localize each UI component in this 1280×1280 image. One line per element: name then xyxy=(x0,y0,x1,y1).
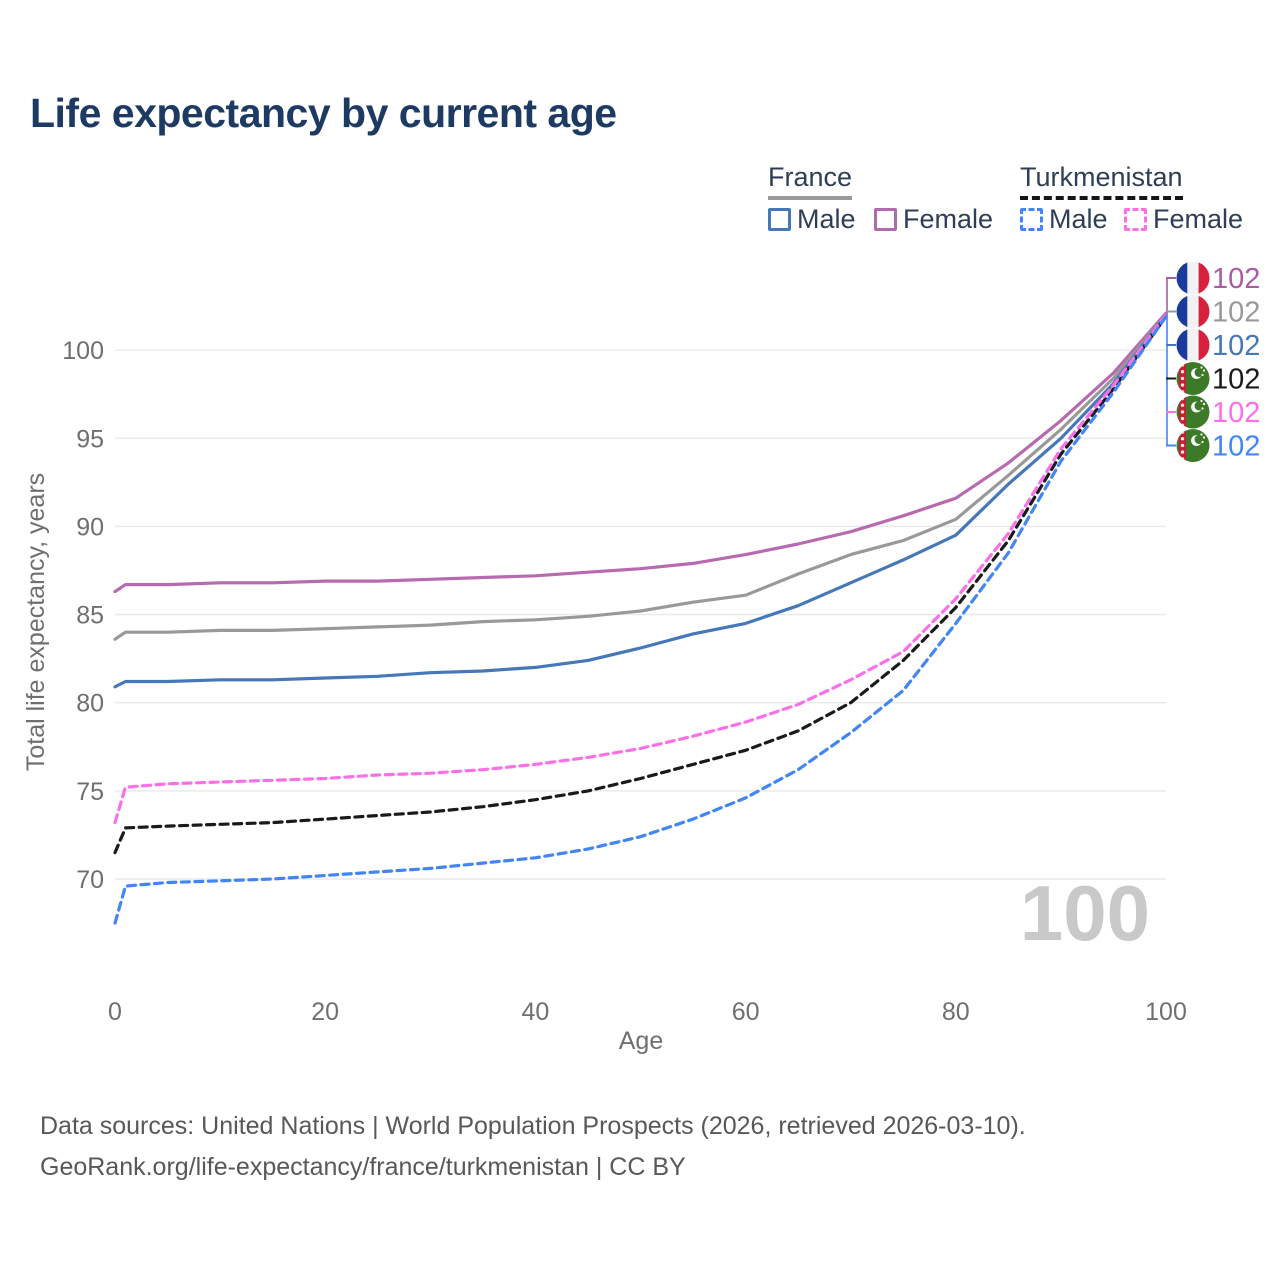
series-line-france-both[interactable] xyxy=(113,313,1168,641)
legend-country-turkmenistan: Turkmenistan xyxy=(1020,162,1183,200)
series-line-turkmenistan-both[interactable] xyxy=(113,315,1168,855)
series-line-turkmenistan-male[interactable] xyxy=(113,315,1168,925)
series-line-france-female[interactable] xyxy=(113,311,1168,594)
flag-icon-france xyxy=(1176,328,1210,362)
legend-label-france-male: Male xyxy=(797,204,856,234)
flag-icon-france xyxy=(1176,295,1210,328)
legend-swatch-turkmenistan-female[interactable] xyxy=(1124,208,1147,231)
x-tick-label: 20 xyxy=(311,998,339,1026)
x-tick-label: 80 xyxy=(942,998,970,1026)
footer-attribution: GeoRank.org/life-expectancy/france/turkm… xyxy=(40,1153,686,1181)
end-value-label-France — Both sexes: 102 xyxy=(1212,297,1260,329)
y-tick-label: 85 xyxy=(76,602,104,630)
legend-item-france-female[interactable]: Female xyxy=(874,204,993,235)
x-tick-label: 40 xyxy=(521,998,549,1026)
series-line-france-male[interactable] xyxy=(113,313,1168,689)
end-value-label-France — Female: 102 xyxy=(1212,263,1260,295)
x-tick-label: 60 xyxy=(732,998,760,1026)
series-line-turkmenistan-female[interactable] xyxy=(113,313,1168,825)
legend-swatch-france-female[interactable] xyxy=(874,208,897,231)
watermark: 100 xyxy=(1020,869,1150,957)
flag-icon-turkmenistan xyxy=(1176,362,1210,395)
x-tick-label: 0 xyxy=(108,998,122,1026)
footer: Data sources: United Nations | World Pop… xyxy=(40,1106,1026,1188)
legend-item-france-male[interactable]: Male xyxy=(768,204,856,235)
end-value-label-Turkmenistan — Male: 102 xyxy=(1212,431,1260,463)
flag-icon-turkmenistan xyxy=(1176,395,1210,429)
end-value-label-Turkmenistan — Both sexes: 102 xyxy=(1212,364,1260,396)
legend-label-turkmenistan-male: Male xyxy=(1049,204,1108,234)
legend-swatch-turkmenistan-male[interactable] xyxy=(1020,208,1043,231)
legend-swatch-france-male[interactable] xyxy=(768,208,791,231)
y-tick-label: 100 xyxy=(62,337,104,365)
end-value-label-France — Male: 102 xyxy=(1212,330,1260,362)
y-tick-label: 80 xyxy=(76,690,104,718)
y-tick-label: 70 xyxy=(76,866,104,894)
line-chart-canvas[interactable]: 70 75 80 85 90 95 100 0 20 40 60 80 100 Total life ex… xyxy=(0,0,1280,1085)
footer-data-sources: Data sources: United Nations | World Pop… xyxy=(40,1112,1026,1140)
x-axis-title: Age xyxy=(619,1027,663,1055)
end-value-label-Turkmenistan — Female: 102 xyxy=(1212,397,1260,429)
y-tick-label: 95 xyxy=(76,425,104,453)
flag-icon-france xyxy=(1176,261,1210,295)
legend-item-turkmenistan-male[interactable]: Male xyxy=(1020,204,1108,235)
legend-item-turkmenistan-female[interactable]: Female xyxy=(1124,204,1243,235)
y-tick-label: 75 xyxy=(76,778,104,806)
y-tick-label: 90 xyxy=(76,513,104,541)
legend-label-turkmenistan-female: Female xyxy=(1153,204,1244,234)
page-title: Life expectancy by current age xyxy=(30,90,617,136)
flag-icon-turkmenistan xyxy=(1176,429,1210,462)
legend-label-france-female: Female xyxy=(903,204,994,234)
y-axis-title: Total life expectancy, years xyxy=(22,473,50,771)
x-tick-label: 100 xyxy=(1145,998,1187,1026)
legend-country-france: France xyxy=(768,162,853,200)
